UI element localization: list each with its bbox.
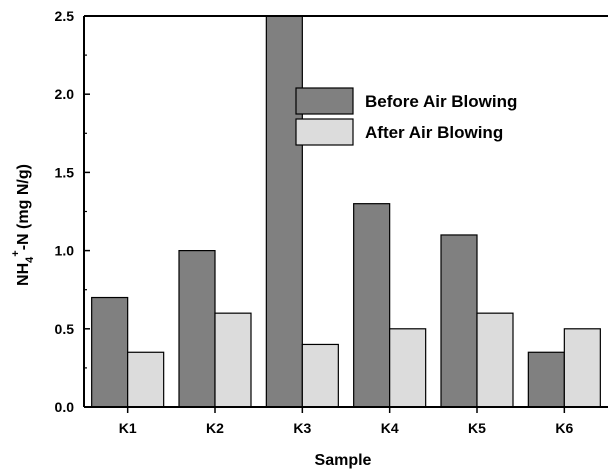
x-tick-label-k4: K4 <box>381 420 399 436</box>
y-axis-title-prefix: NH <box>15 263 32 286</box>
bar-before-k1 <box>91 296 129 408</box>
y-tick-label: 1.0 <box>55 243 75 259</box>
bar-before-k2 <box>178 250 216 408</box>
legend-swatch-before <box>295 87 354 115</box>
bar-before-k3 <box>265 15 303 408</box>
y-axis-title-superscript: + <box>10 250 22 256</box>
legend-label-before: Before Air Blowing <box>365 92 517 111</box>
svg-text:NH4+-N (mg N/g): NH4+-N (mg N/g) <box>10 164 36 286</box>
x-tick-label-k2: K2 <box>206 420 224 436</box>
bar-after-k4 <box>389 328 427 408</box>
bar-before-k6 <box>527 351 565 408</box>
x-tick-label-k6: K6 <box>555 420 573 436</box>
bar-after-k1 <box>127 351 165 408</box>
y-tick-label: 0.5 <box>55 321 75 337</box>
y-tick-label: 2.5 <box>55 8 75 24</box>
x-tick-label-k3: K3 <box>293 420 311 436</box>
legend: Before Air Blowing After Air Blowing <box>295 87 517 146</box>
legend-label-after: After Air Blowing <box>365 123 503 142</box>
x-tick-label-k1: K1 <box>119 420 137 436</box>
bar-before-k5 <box>440 234 478 408</box>
bars-layer <box>91 15 601 408</box>
axes-layer: 0.0 0.5 1.0 1.5 2.0 2.5 K1 K2 K3 K4 K5 K6 <box>55 8 608 436</box>
bar-after-k2 <box>214 312 252 408</box>
x-axis-title: Sample <box>315 452 372 469</box>
bar-after-k3 <box>301 343 339 408</box>
legend-swatch-after <box>295 118 354 146</box>
bar-after-k6 <box>563 328 601 408</box>
y-tick-label: 2.0 <box>55 86 75 102</box>
y-axis-title-subscript: 4 <box>24 256 36 263</box>
x-tick-label-k5: K5 <box>468 420 486 436</box>
bar-before-k4 <box>353 203 391 408</box>
y-axis-title-suffix: -N (mg N/g) <box>15 164 32 250</box>
y-tick-label: 0.0 <box>55 399 75 415</box>
y-axis-title: NH4+-N (mg N/g) <box>10 164 36 286</box>
bar-after-k5 <box>476 312 514 408</box>
y-tick-label: 1.5 <box>55 164 75 180</box>
